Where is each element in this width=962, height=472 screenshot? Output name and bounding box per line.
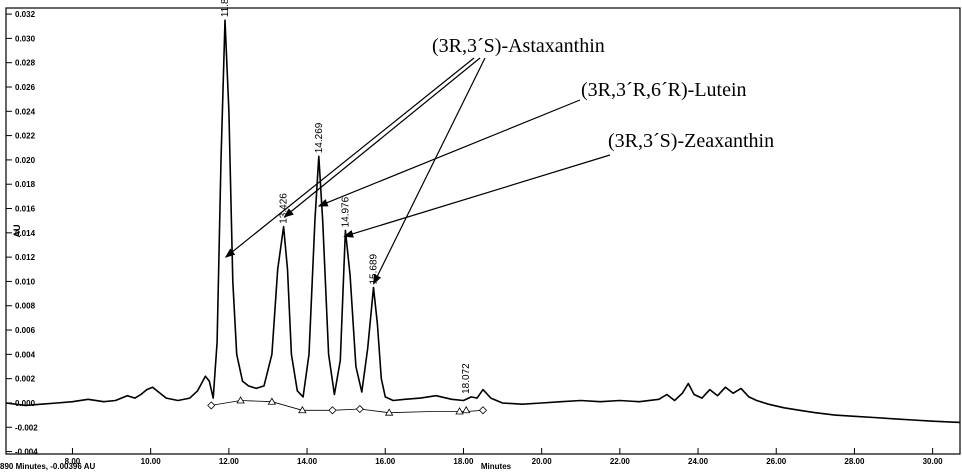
y-tick-label: 0.014 [15,229,36,238]
y-tick-label: 0.012 [15,253,36,262]
annotation-label: (3R,3´S)-Astaxanthin [432,35,605,57]
y-tick-label: 0.032 [15,10,36,19]
annotation-arrow [224,57,475,258]
x-tick-label: 26.00 [766,457,787,466]
triangle-marker [236,396,245,404]
y-tick-label: 0.028 [15,59,36,68]
x-axis-ticks: 8.00 10.00 12.00 14.00 16.00 18.00 20.00 22.00 2… [65,448,944,466]
x-tick-label: 10.00 [141,457,162,466]
annotation-group: (3R,3´R,6´R)-Lutein [317,79,747,207]
peak-retention-labels: 11.878 13.426 14.269 14.976 15.689 18.072 [220,0,472,394]
y-tick-label: 0.010 [15,277,36,286]
y-tick-label: 0.016 [15,205,36,214]
plot-frame [5,7,961,455]
chromatogram-trace [5,19,961,424]
peak-label: 18.072 [461,363,472,394]
cursor-readout: 890 Minutes, -0.00396 AU [0,462,96,471]
diamond-marker [328,406,337,415]
annotation-group: (3R,3´S)-Astaxanthin [224,35,605,285]
y-axis-ticks: -0.004 -0.002 0.000 0.002 0.004 0.006 0.008 0.0… [6,10,38,457]
y-tick-label: 0.030 [15,34,36,43]
y-tick-label: 0.004 [15,350,36,359]
y-axis-label: AU [12,225,22,238]
peak-label: 11.878 [220,0,231,17]
x-tick-label: 12.00 [219,457,240,466]
y-tick-label: 0.026 [15,83,36,92]
y-tick-label: 0.022 [15,132,36,141]
triangle-marker [267,397,277,405]
x-tick-label: 20.00 [532,457,553,466]
annotation-label: (3R,3´S)-Zeaxanthin [608,130,774,152]
peak-label: 13.426 [279,193,290,224]
diamond-marker [355,404,364,414]
integration-markers [207,396,488,416]
integration-baseline [211,400,484,414]
y-tick-label: 0.024 [15,107,36,116]
x-tick-label: 14.00 [297,457,318,466]
compound-annotations: (3R,3´S)-Astaxanthin (3R,3´R,6´R)-Lutein (… [224,35,774,285]
peak-label: 15.689 [369,253,380,284]
triangle-marker [455,407,464,415]
annotation-label: (3R,3´R,6´R)-Lutein [581,79,747,101]
y-tick-label: 0.020 [15,156,36,165]
x-tick-label: 24.00 [688,457,709,466]
y-tick-label: 0.018 [15,180,36,189]
x-axis-label: Minutes [481,462,512,471]
y-tick-label: -0.002 [15,423,38,432]
triangle-marker [461,405,471,414]
x-tick-label: 16.00 [375,457,396,466]
y-tick-label: -0.004 [15,448,38,457]
annotation-arrow [283,57,481,218]
annotation-arrow [372,57,486,285]
triangle-marker [384,408,394,416]
x-tick-label: 8.00 [65,457,81,466]
diamond-marker [478,406,488,415]
y-tick-label: 0.002 [15,375,36,384]
trace-layer [5,19,961,424]
x-tick-label: 28.00 [844,457,865,466]
y-tick-label: 0.000 [15,399,36,408]
peak-label: 14.269 [314,122,325,153]
y-tick-label: 0.008 [15,302,36,311]
annotation-arrow [317,99,581,207]
baseline-line [211,400,484,414]
diamond-marker [207,401,216,410]
triangle-marker [298,405,307,414]
x-tick-label: 18.00 [453,457,474,466]
x-tick-label: 30.00 [923,457,944,466]
annotation-group: (3R,3´S)-Zeaxanthin [343,130,774,238]
x-tick-label: 22.00 [610,457,631,466]
annotation-arrow [343,154,611,238]
y-tick-label: 0.006 [15,326,36,335]
peak-label: 14.976 [340,196,351,227]
